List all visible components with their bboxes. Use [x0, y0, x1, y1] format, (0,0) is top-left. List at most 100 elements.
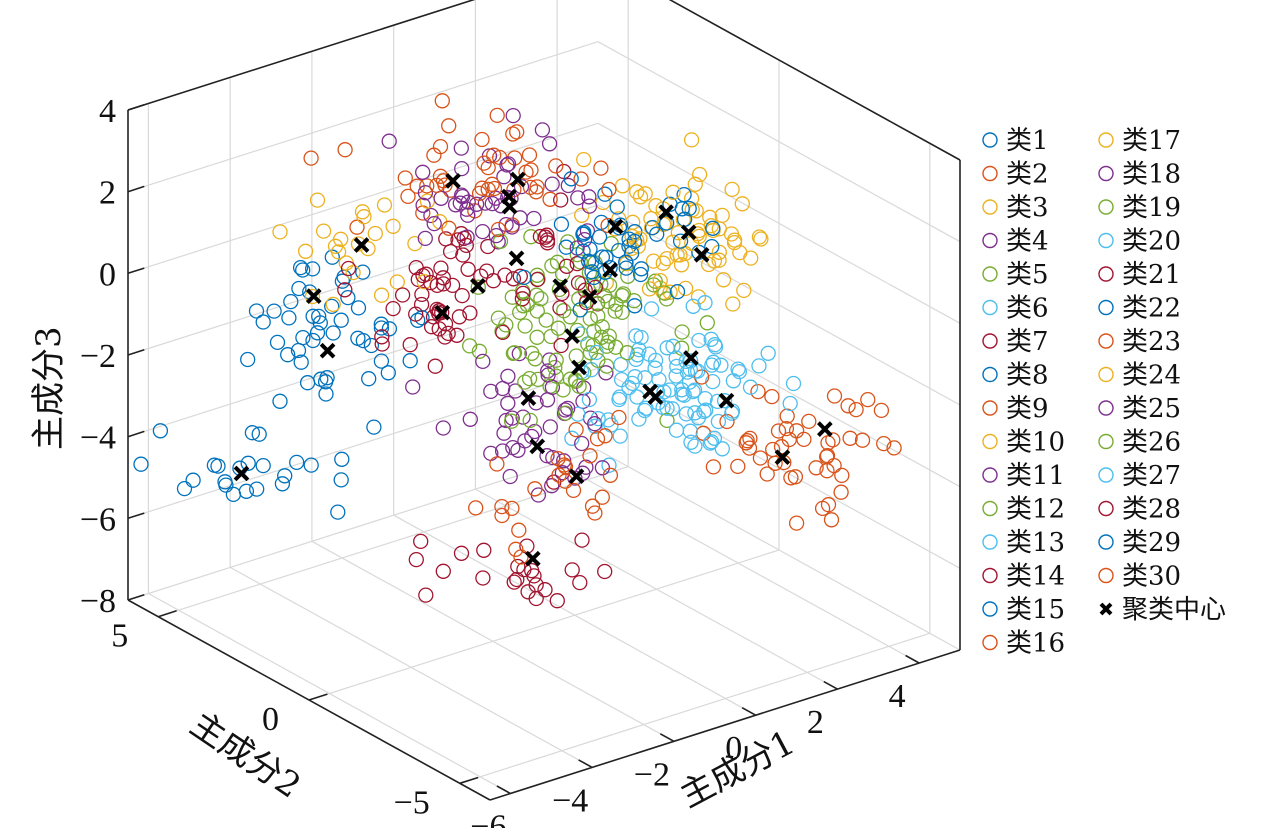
data-point	[453, 545, 470, 561]
data-point	[548, 368, 564, 384]
z-tick-label: −8	[80, 583, 116, 620]
data-point	[796, 431, 812, 448]
data-point	[415, 164, 431, 180]
grid-line	[127, 367, 599, 519]
legend-marker	[982, 601, 998, 617]
legend-entry: 类27	[1098, 461, 1181, 491]
data-point	[848, 401, 864, 418]
data-point	[584, 498, 601, 514]
legend-entry: 类19	[1098, 193, 1181, 223]
cluster-center-marker	[680, 224, 697, 241]
data-point	[505, 107, 521, 124]
data-point	[672, 233, 689, 249]
data-point	[589, 431, 606, 447]
cluster-center-marker	[571, 359, 587, 376]
data-point	[598, 358, 615, 374]
data-point	[611, 409, 627, 426]
data-point	[497, 267, 513, 283]
data-point	[517, 374, 533, 390]
data-point	[574, 207, 590, 223]
series-10	[272, 192, 448, 313]
data-point	[629, 389, 645, 405]
legend-entry: 类11	[982, 461, 1065, 491]
data-point	[462, 305, 478, 321]
axes-box	[127, 0, 961, 801]
x-tick-mark	[659, 733, 675, 743]
cluster-center-marker	[658, 204, 674, 220]
data-point	[509, 571, 525, 588]
data-point	[360, 240, 376, 257]
data-point	[598, 365, 614, 381]
legend-entry: 类22	[1098, 294, 1181, 324]
data-point	[819, 449, 835, 465]
data-point	[641, 346, 657, 362]
data-point	[309, 325, 326, 341]
legend-entry: 类26	[1098, 428, 1181, 458]
legend-marker	[1098, 567, 1114, 584]
data-point	[433, 260, 449, 276]
legend-marker	[982, 433, 998, 450]
data-point	[407, 235, 423, 252]
data-point	[597, 563, 613, 580]
data-point	[704, 357, 720, 373]
data-point	[475, 353, 491, 370]
grid-line	[308, 549, 780, 701]
data-point	[753, 231, 769, 247]
series-30	[468, 409, 627, 565]
data-point	[785, 375, 802, 392]
data-point	[460, 261, 476, 277]
data-point	[244, 425, 261, 441]
data-point	[582, 311, 598, 327]
data-point	[670, 225, 686, 241]
legend-entry: 类17	[1098, 126, 1181, 156]
data-point	[734, 196, 750, 212]
data-point	[593, 160, 609, 176]
data-point	[480, 238, 496, 255]
data-point	[408, 551, 424, 568]
data-point	[330, 244, 347, 260]
data-point	[764, 388, 780, 405]
data-point	[750, 383, 766, 400]
data-point	[355, 264, 371, 280]
data-point	[305, 308, 321, 324]
data-point	[304, 288, 321, 305]
data-point	[429, 277, 445, 294]
data-point	[277, 468, 293, 484]
y-tick-mark	[157, 610, 177, 618]
grid-line	[597, 449, 961, 651]
data-point	[615, 286, 632, 302]
data-points	[133, 93, 902, 609]
data-point	[788, 515, 805, 531]
data-point	[494, 507, 510, 524]
data-point	[823, 512, 840, 528]
cluster-center-marker	[524, 550, 541, 567]
data-point	[295, 329, 311, 346]
legend-entry: 类10	[982, 428, 1065, 458]
data-point	[468, 500, 484, 516]
cluster-center-marker	[564, 328, 580, 344]
data-point	[470, 279, 486, 295]
grid-line	[127, 449, 599, 601]
data-point	[614, 304, 630, 321]
legend-label: 类9	[1006, 394, 1049, 424]
data-point	[374, 329, 390, 345]
data-point	[522, 412, 538, 429]
data-point	[690, 410, 707, 426]
data-point	[534, 122, 551, 138]
data-point	[730, 458, 746, 475]
data-point	[643, 211, 659, 227]
data-point	[710, 413, 727, 430]
data-point	[340, 289, 356, 306]
legend-marker	[1098, 266, 1114, 282]
legend-label: 类16	[1006, 629, 1065, 659]
data-point	[405, 379, 421, 395]
data-point	[440, 325, 456, 342]
legend-entry: 类13	[982, 528, 1065, 558]
data-point	[593, 214, 610, 231]
data-point	[609, 199, 625, 215]
legend-entry: 类15	[982, 595, 1065, 625]
data-point	[269, 334, 286, 351]
data-point	[814, 500, 831, 517]
data-point	[303, 150, 319, 166]
legend-label: 类26	[1122, 428, 1181, 458]
